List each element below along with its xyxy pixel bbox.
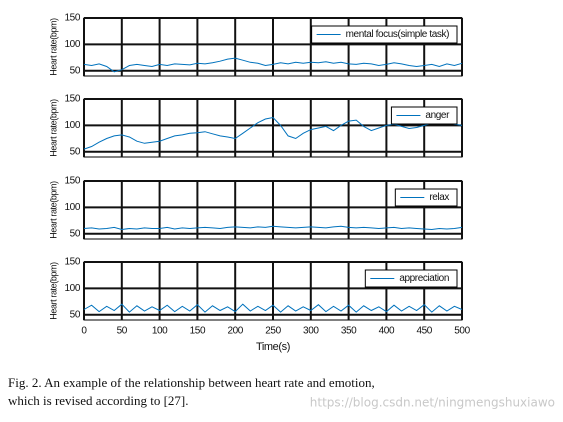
data-line [83, 116, 463, 150]
y-tick-label: 150 [65, 257, 81, 268]
y-axis-label: Heart rate(bpm) [48, 18, 58, 76]
x-tick-label: 400 [379, 326, 395, 337]
x-tick-label: 50 [117, 326, 128, 337]
y-tick-label: 50 [70, 146, 81, 157]
y-axis-label: Heart rate(bpm) [48, 99, 58, 157]
x-tick-label: 500 [454, 326, 470, 337]
legend-label: appreciation [399, 273, 449, 284]
x-tick-label: 450 [416, 326, 432, 337]
y-axis-label: Heart rate(bpm) [48, 181, 58, 239]
x-tick-label: 100 [152, 326, 168, 337]
y-axis-label: Heart rate(bpm) [48, 262, 58, 320]
x-tick-label: 200 [227, 326, 243, 337]
data-line [83, 57, 463, 73]
legend-label: relax [429, 192, 449, 203]
watermark: https://blog.csdn.net/ningmengshuxiawo [310, 396, 555, 410]
legend-label: anger [425, 110, 450, 121]
y-tick-label: 100 [65, 283, 81, 294]
y-tick-label: 50 [70, 309, 81, 320]
data-line [83, 303, 463, 313]
y-tick-label: 150 [65, 176, 81, 187]
x-tick-label: 250 [265, 326, 281, 337]
legend-label: mental focus(simple task) [346, 29, 449, 40]
x-tick-label: 350 [341, 326, 357, 337]
y-tick-label: 100 [65, 120, 81, 131]
data-line [83, 225, 463, 231]
x-tick-label: 300 [303, 326, 319, 337]
y-tick-label: 50 [70, 65, 81, 76]
y-tick-label: 50 [70, 228, 81, 239]
legend-box [390, 106, 458, 125]
caption-line: Fig. 2. An example of the relationship b… [8, 375, 375, 390]
y-tick-label: 150 [65, 13, 81, 24]
x-axis-label: Time(s) [256, 341, 290, 353]
x-tick-label: 0 [81, 326, 87, 337]
y-tick-label: 100 [65, 202, 81, 213]
y-tick-label: 150 [65, 94, 81, 105]
x-tick-label: 150 [190, 326, 206, 337]
legend-box [311, 25, 458, 44]
y-tick-label: 100 [65, 39, 81, 50]
legend-box [364, 269, 458, 288]
caption-line: which is revised according to [27]. [8, 393, 189, 408]
legend-box [394, 188, 458, 207]
